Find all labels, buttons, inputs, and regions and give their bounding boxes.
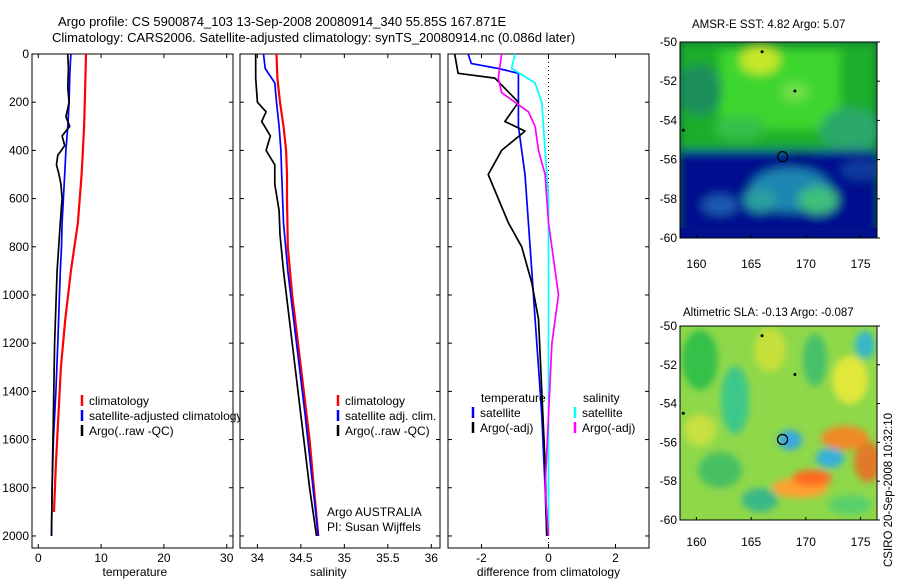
temperature-panel: 0 10 20 30 0 200 400 600 800 1000 1200 1400 1600 1800… <box>2 47 242 579</box>
sla-island-mark <box>793 373 797 376</box>
sst-map-y-tick-label: -56 <box>660 153 678 167</box>
sla-map-y-tick-label: -58 <box>660 474 678 488</box>
sla-map-x-tick-label: 160 <box>686 535 706 549</box>
salinity-x-tick-label: 35.5 <box>376 551 400 565</box>
float-annotation: Argo AUSTRALIA <box>327 505 422 519</box>
salinity-series-0 <box>275 53 320 537</box>
float-annotation: PI: Susan Wijffels <box>327 520 421 534</box>
sst-island-mark <box>681 128 685 132</box>
temperature-x-tick-label: 0 <box>35 551 42 565</box>
depth-tick-label: 1200 <box>2 336 29 350</box>
sst-map-y-tick-label: -54 <box>660 113 678 127</box>
salinity-legend-entry: Argo(..raw -QC) <box>345 424 430 438</box>
sst-map-x-tick-label: 170 <box>796 257 816 271</box>
sst-map-y-tick-label: -50 <box>660 35 678 49</box>
sst-map-y-tick-label: -58 <box>660 192 678 206</box>
difference-legend-entry: Argo(-adj) <box>480 421 533 435</box>
sst-field <box>680 42 877 238</box>
difference-x-tick-label: 2 <box>612 551 619 565</box>
salinity-x-tick-label: 36 <box>425 551 439 565</box>
difference-series-1 <box>453 53 548 537</box>
difference-legend-header: salinity <box>583 391 620 405</box>
temperature-series-1 <box>50 53 72 537</box>
sla-profile-marker <box>776 433 789 446</box>
depth-tick-label: 1000 <box>2 288 29 302</box>
difference-legend-header: temperature <box>481 391 546 405</box>
figure-title-line-1: Argo profile: CS 5900874_103 13-Sep-2008… <box>58 14 506 29</box>
temperature-x-tick-label: 10 <box>94 551 108 565</box>
depth-tick-label: 1600 <box>2 433 29 447</box>
salinity-x-tick-label: 34.5 <box>289 551 313 565</box>
difference-legend-entry: Argo(-adj) <box>582 421 635 435</box>
sst-profile-marker <box>776 151 789 163</box>
depth-tick-label: 800 <box>9 240 29 254</box>
sla-map-title: Altimetric SLA: -0.13 Argo: -0.087 <box>683 307 854 319</box>
sst-map-x-tick-label: 175 <box>851 257 871 271</box>
sst-map-y-tick-label: -52 <box>660 74 678 88</box>
sla-field <box>680 326 877 520</box>
sla-map-x-tick-label: 170 <box>796 535 816 549</box>
sst-map-y-tick-label: -60 <box>660 231 678 245</box>
difference-x-axis-label: difference from climatology <box>477 565 620 579</box>
credit-label: CSIRO 20-Sep-2008 10:32:10 <box>883 413 895 567</box>
difference-series-3 <box>497 53 560 537</box>
figure-title-line-2: Climatology: CARS2006. Satellite-adjuste… <box>52 30 575 45</box>
depth-tick-label: 1800 <box>2 481 29 495</box>
salinity-series-2 <box>254 54 318 537</box>
difference-x-tick-label: -2 <box>476 551 487 565</box>
sst-map: AMSR-E SST: 4.82 Argo: 5.07 <box>660 19 880 271</box>
sla-map-y-tick-label: -60 <box>660 513 678 527</box>
sla-island-mark <box>681 411 685 415</box>
salinity-series-1 <box>262 53 320 537</box>
sst-map-x-tick-label: 160 <box>686 257 706 271</box>
difference-series-0 <box>467 53 548 537</box>
sla-map-x-tick-label: 165 <box>741 535 761 549</box>
depth-tick-label: 2000 <box>2 529 29 543</box>
sst-map-x-tick-label: 165 <box>741 257 761 271</box>
depth-tick-label: 400 <box>9 143 29 157</box>
sst-island-mark <box>760 50 764 54</box>
temperature-series-2 <box>50 53 71 537</box>
salinity-panel: 34 34.5 35 35.5 36 salinity climatologysatelli… <box>239 53 441 579</box>
sla-map-x-tick-label: 175 <box>851 535 871 549</box>
sst-map-title: AMSR-E SST: 4.82 Argo: 5.07 <box>692 19 845 31</box>
temperature-x-tick-label: 30 <box>220 551 234 565</box>
temperature-axes-box <box>31 53 234 549</box>
depth-tick-label: 200 <box>9 95 29 109</box>
difference-legend-entry: satellite <box>582 406 623 420</box>
temperature-legend-entry: satellite-adjusted climatology <box>89 409 242 423</box>
salinity-x-tick-label: 35 <box>338 551 352 565</box>
salinity-legend-entry: satellite adj. clim. <box>345 409 436 423</box>
difference-series-2 <box>510 53 550 536</box>
temperature-legend-entry: climatology <box>89 394 149 408</box>
depth-tick-label: 0 <box>22 47 29 61</box>
sla-map-y-tick-label: -52 <box>660 358 678 372</box>
temperature-x-axis-label: temperature <box>103 565 168 579</box>
salinity-legend-entry: climatology <box>345 394 405 408</box>
sla-map-y-tick-label: -54 <box>660 397 678 411</box>
sla-map-y-tick-label: -56 <box>660 435 678 449</box>
temperature-series-0 <box>52 53 88 512</box>
salinity-axes-box <box>239 53 441 549</box>
difference-x-tick-label: 0 <box>545 551 552 565</box>
difference-legend-entry: satellite <box>480 406 521 420</box>
temperature-x-tick-label: 20 <box>157 551 171 565</box>
sst-island-mark <box>793 89 797 93</box>
depth-tick-label: 600 <box>9 192 29 206</box>
salinity-x-axis-label: salinity <box>310 565 347 579</box>
sla-map-y-tick-label: -50 <box>660 319 678 333</box>
sla-map: Altimetric SLA: -0.13 Argo: -0.087 <box>660 307 880 549</box>
temperature-legend-entry: Argo(..raw -QC) <box>89 424 174 438</box>
depth-tick-label: 1400 <box>2 384 29 398</box>
sla-island-mark <box>760 334 764 338</box>
salinity-x-tick-label: 34 <box>251 551 265 565</box>
